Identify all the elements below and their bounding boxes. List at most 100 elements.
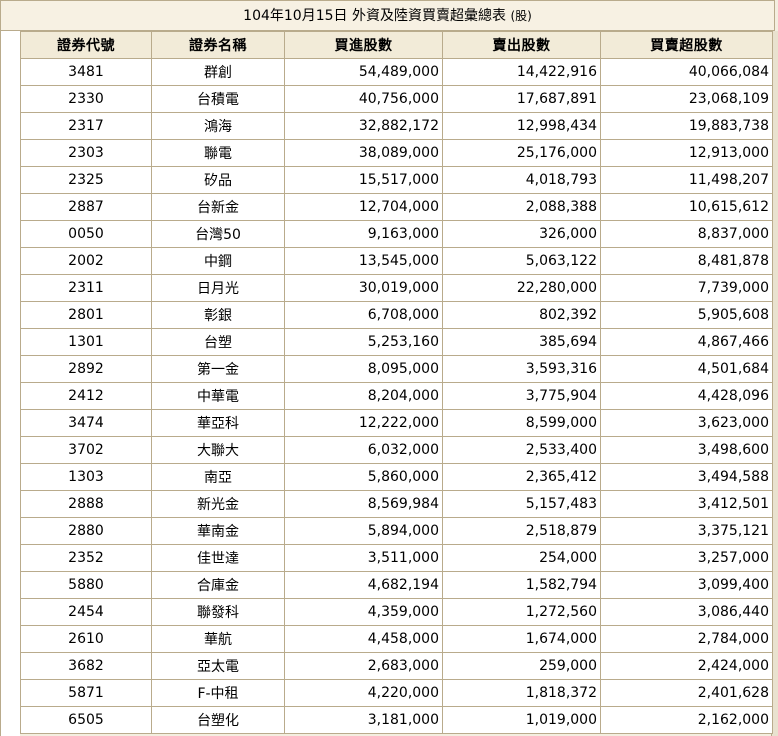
header-security-code: 證券代號 bbox=[20, 31, 152, 59]
buy-shares-cell: 4,458,000 bbox=[284, 625, 443, 653]
security-code-cell: 2412 bbox=[20, 382, 152, 410]
left-gutter bbox=[0, 31, 20, 736]
security-name-cell: 佳世達 bbox=[151, 544, 285, 572]
buy-shares-cell: 38,089,000 bbox=[284, 139, 443, 167]
security-code-cell: 2002 bbox=[20, 247, 152, 275]
header-security-name: 證券名稱 bbox=[151, 31, 285, 59]
net-shares-cell: 3,412,501 bbox=[600, 490, 773, 518]
sell-shares-cell: 3,593,316 bbox=[442, 355, 601, 383]
sell-shares-cell: 25,176,000 bbox=[442, 139, 601, 167]
buy-shares-cell: 8,095,000 bbox=[284, 355, 443, 383]
buy-shares-cell: 12,704,000 bbox=[284, 193, 443, 221]
net-shares-cell: 11,498,207 bbox=[600, 166, 773, 194]
net-shares-cell: 8,481,878 bbox=[600, 247, 773, 275]
security-code-cell: 3481 bbox=[20, 58, 152, 86]
buy-shares-cell: 4,220,000 bbox=[284, 679, 443, 707]
net-shares-cell: 2,162,000 bbox=[600, 706, 773, 734]
table-row: 5880 合庫金 4,682,194 1,582,794 3,099,400 bbox=[20, 571, 773, 599]
buy-shares-cell: 9,163,000 bbox=[284, 220, 443, 248]
net-buy-sell-table: 證券代號 證券名稱 買進股數 賣出股數 買賣超股數 3481 群創 54,489,0… bbox=[20, 31, 773, 734]
buy-shares-cell: 5,894,000 bbox=[284, 517, 443, 545]
security-code-cell: 5871 bbox=[20, 679, 152, 707]
buy-shares-cell: 5,253,160 bbox=[284, 328, 443, 356]
security-code-cell: 2887 bbox=[20, 193, 152, 221]
buy-shares-cell: 40,756,000 bbox=[284, 85, 443, 113]
buy-shares-cell: 32,882,172 bbox=[284, 112, 443, 140]
security-code-cell: 2892 bbox=[20, 355, 152, 383]
table-row: 2317 鴻海 32,882,172 12,998,434 19,883,738 bbox=[20, 112, 773, 140]
table-row: 2311 日月光 30,019,000 22,280,000 7,739,000 bbox=[20, 274, 773, 302]
sell-shares-cell: 259,000 bbox=[442, 652, 601, 680]
buy-shares-cell: 13,545,000 bbox=[284, 247, 443, 275]
security-code-cell: 1303 bbox=[20, 463, 152, 491]
net-shares-cell: 4,501,684 bbox=[600, 355, 773, 383]
net-shares-cell: 2,784,000 bbox=[600, 625, 773, 653]
sell-shares-cell: 1,818,372 bbox=[442, 679, 601, 707]
security-name-cell: 日月光 bbox=[151, 274, 285, 302]
security-code-cell: 2888 bbox=[20, 490, 152, 518]
net-shares-cell: 3,099,400 bbox=[600, 571, 773, 599]
security-code-cell: 2317 bbox=[20, 112, 152, 140]
sell-shares-cell: 12,998,434 bbox=[442, 112, 601, 140]
sell-shares-cell: 8,599,000 bbox=[442, 409, 601, 437]
sell-shares-cell: 5,157,483 bbox=[442, 490, 601, 518]
net-shares-cell: 40,066,084 bbox=[600, 58, 773, 86]
table-row: 2887 台新金 12,704,000 2,088,388 10,615,612 bbox=[20, 193, 773, 221]
net-shares-cell: 12,913,000 bbox=[600, 139, 773, 167]
table-row: 0050 台灣50 9,163,000 326,000 8,837,000 bbox=[20, 220, 773, 248]
security-name-cell: 第一金 bbox=[151, 355, 285, 383]
table-row: 2002 中鋼 13,545,000 5,063,122 8,481,878 bbox=[20, 247, 773, 275]
buy-shares-cell: 3,511,000 bbox=[284, 544, 443, 572]
net-shares-cell: 8,837,000 bbox=[600, 220, 773, 248]
net-shares-cell: 4,428,096 bbox=[600, 382, 773, 410]
buy-shares-cell: 15,517,000 bbox=[284, 166, 443, 194]
security-code-cell: 3702 bbox=[20, 436, 152, 464]
security-name-cell: 彰銀 bbox=[151, 301, 285, 329]
sell-shares-cell: 4,018,793 bbox=[442, 166, 601, 194]
security-code-cell: 2303 bbox=[20, 139, 152, 167]
header-sell-shares: 賣出股數 bbox=[442, 31, 601, 59]
report-unit: (股) bbox=[510, 9, 532, 23]
security-name-cell: 新光金 bbox=[151, 490, 285, 518]
table-row: 2880 華南金 5,894,000 2,518,879 3,375,121 bbox=[20, 517, 773, 545]
table-row: 3682 亞太電 2,683,000 259,000 2,424,000 bbox=[20, 652, 773, 680]
security-code-cell: 0050 bbox=[20, 220, 152, 248]
security-name-cell: 中鋼 bbox=[151, 247, 285, 275]
table-row: 2303 聯電 38,089,000 25,176,000 12,913,000 bbox=[20, 139, 773, 167]
sell-shares-cell: 1,582,794 bbox=[442, 571, 601, 599]
security-code-cell: 2454 bbox=[20, 598, 152, 626]
security-code-cell: 2610 bbox=[20, 625, 152, 653]
security-name-cell: 台積電 bbox=[151, 85, 285, 113]
table-row: 3481 群創 54,489,000 14,422,916 40,066,084 bbox=[20, 58, 773, 86]
security-name-cell: 台塑 bbox=[151, 328, 285, 356]
sell-shares-cell: 1,674,000 bbox=[442, 625, 601, 653]
security-name-cell: 華航 bbox=[151, 625, 285, 653]
buy-shares-cell: 12,222,000 bbox=[284, 409, 443, 437]
sell-shares-cell: 1,019,000 bbox=[442, 706, 601, 734]
table-row: 6505 台塑化 3,181,000 1,019,000 2,162,000 bbox=[20, 706, 773, 734]
table-row: 5871 F-中租 4,220,000 1,818,372 2,401,628 bbox=[20, 679, 773, 707]
security-code-cell: 1301 bbox=[20, 328, 152, 356]
table-row: 2330 台積電 40,756,000 17,687,891 23,068,109 bbox=[20, 85, 773, 113]
buy-shares-cell: 6,032,000 bbox=[284, 436, 443, 464]
net-shares-cell: 4,867,466 bbox=[600, 328, 773, 356]
security-name-cell: 聯電 bbox=[151, 139, 285, 167]
header-buy-shares: 買進股數 bbox=[284, 31, 443, 59]
security-name-cell: 亞太電 bbox=[151, 652, 285, 680]
security-name-cell: F-中租 bbox=[151, 679, 285, 707]
header-net-shares: 買賣超股數 bbox=[600, 31, 773, 59]
security-name-cell: 聯發科 bbox=[151, 598, 285, 626]
buy-shares-cell: 5,860,000 bbox=[284, 463, 443, 491]
buy-shares-cell: 4,359,000 bbox=[284, 598, 443, 626]
net-shares-cell: 7,739,000 bbox=[600, 274, 773, 302]
table-row: 2888 新光金 8,569,984 5,157,483 3,412,501 bbox=[20, 490, 773, 518]
security-name-cell: 台灣50 bbox=[151, 220, 285, 248]
table-row: 2454 聯發科 4,359,000 1,272,560 3,086,440 bbox=[20, 598, 773, 626]
net-shares-cell: 23,068,109 bbox=[600, 85, 773, 113]
net-shares-cell: 3,086,440 bbox=[600, 598, 773, 626]
sell-shares-cell: 22,280,000 bbox=[442, 274, 601, 302]
sell-shares-cell: 2,533,400 bbox=[442, 436, 601, 464]
security-name-cell: 中華電 bbox=[151, 382, 285, 410]
table-row: 3702 大聯大 6,032,000 2,533,400 3,498,600 bbox=[20, 436, 773, 464]
security-code-cell: 2311 bbox=[20, 274, 152, 302]
